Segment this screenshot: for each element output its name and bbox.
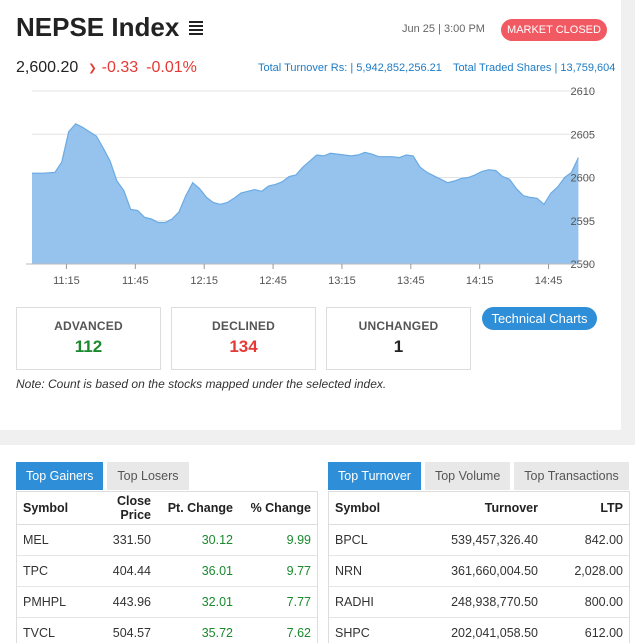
table-row[interactable]: PMHPL 443.96 32.01 7.77 <box>17 586 317 618</box>
advanced-box: ADVANCED 112 <box>16 307 161 370</box>
table-cell: 248,938,770.50 <box>399 586 544 618</box>
table-cell: 7.62 <box>239 617 317 643</box>
table-cell: 612.00 <box>544 617 629 643</box>
table-row[interactable]: TPC 404.44 36.01 9.77 <box>17 555 317 587</box>
percent-change: -0.01% <box>146 59 197 76</box>
table-cell: 202,041,058.50 <box>399 617 544 643</box>
table-cell[interactable]: MEL <box>17 524 79 556</box>
col-close-price[interactable]: Close Price <box>79 492 157 525</box>
index-summary-card: NEPSE Index Jun 25 | 3:00 PM MARKET CLOS… <box>0 0 621 430</box>
col-pt-change[interactable]: Pt. Change <box>157 492 239 525</box>
y-tick-label: 2590 <box>571 259 595 271</box>
table-cell: 2,028.00 <box>544 555 629 587</box>
table-cell: 443.96 <box>79 586 157 618</box>
table-cell[interactable]: BPCL <box>329 524 399 556</box>
declined-box: DECLINED 134 <box>171 307 316 370</box>
table-header-row: Symbol Close Price Pt. Change % Change <box>17 492 317 525</box>
gainers-table-wrap: Symbol Close Price Pt. Change % Change M… <box>16 491 318 643</box>
col-ltp[interactable]: LTP <box>544 492 629 525</box>
tab-top-gainers[interactable]: Top Gainers <box>16 462 104 490</box>
declined-count: 134 <box>229 337 258 356</box>
tab-top-transactions[interactable]: Top Transactions <box>514 462 629 490</box>
table-cell: 404.44 <box>79 555 157 587</box>
y-tick-label: 2610 <box>571 86 595 98</box>
y-tick-label: 2605 <box>571 129 595 141</box>
page-title: NEPSE Index <box>16 12 204 43</box>
table-cell[interactable]: TPC <box>17 555 79 587</box>
table-cell: 9.99 <box>239 524 317 556</box>
chevron-down-icon: ❯ <box>88 62 97 74</box>
technical-charts-button[interactable]: Technical Charts <box>482 307 597 330</box>
table-cell[interactable]: PMHPL <box>17 586 79 618</box>
x-tick-label: 13:15 <box>328 275 356 287</box>
y-tick-label: 2595 <box>571 216 595 228</box>
index-value: 2,600.20 <box>16 59 79 76</box>
table-row[interactable]: NRN 361,660,004.50 2,028.00 <box>329 555 629 587</box>
x-tick-label: 14:15 <box>466 275 494 287</box>
point-change: -0.33 <box>101 59 139 76</box>
x-tick-label: 12:15 <box>190 275 218 287</box>
table-cell: 32.01 <box>157 586 239 618</box>
col-turnover[interactable]: Turnover <box>399 492 544 525</box>
advanced-label: ADVANCED <box>54 319 123 333</box>
table-cell[interactable]: NRN <box>329 555 399 587</box>
unchanged-box: UNCHANGED 1 <box>326 307 471 370</box>
table-row[interactable]: RADHI 248,938,770.50 800.00 <box>329 586 629 618</box>
tab-top-losers[interactable]: Top Losers <box>107 462 189 490</box>
index-title: NEPSE Index <box>16 12 180 42</box>
series-line <box>32 123 579 224</box>
total-traded-shares: Total Traded Shares | 13,759,604 <box>452 62 616 74</box>
gainers-tabs: Top Gainers Top Losers <box>16 462 193 490</box>
table-cell: 539,457,326.40 <box>399 524 544 556</box>
col-pct-change[interactable]: % Change <box>239 492 317 525</box>
tab-top-volume[interactable]: Top Volume <box>424 462 511 490</box>
x-tick-label: 12:45 <box>259 275 287 287</box>
x-tick-label: 11:45 <box>122 275 149 287</box>
x-tick-label: 11:15 <box>53 275 80 287</box>
table-cell: 800.00 <box>544 586 629 618</box>
table-cell[interactable]: RADHI <box>329 586 399 618</box>
table-row[interactable]: BPCL 539,457,326.40 842.00 <box>329 524 629 556</box>
table-cell: 30.12 <box>157 524 239 556</box>
declined-label: DECLINED <box>212 319 275 333</box>
unchanged-count: 1 <box>393 337 404 356</box>
table-cell: 35.72 <box>157 617 239 643</box>
index-note: Note: Count is based on the stocks mappe… <box>16 377 387 391</box>
table-cell: 331.50 <box>79 524 157 556</box>
table-row[interactable]: TVCL 504.57 35.72 7.62 <box>17 617 317 643</box>
table-cell: 36.01 <box>157 555 239 587</box>
market-status-badge: MARKET CLOSED <box>501 19 607 41</box>
advanced-count: 112 <box>74 337 103 356</box>
table-cell[interactable]: TVCL <box>17 617 79 643</box>
gainers-table: Symbol Close Price Pt. Change % Change M… <box>17 492 317 643</box>
table-cell: 842.00 <box>544 524 629 556</box>
price-row: 2,600.20 ❯ -0.33 -0.01% <box>16 59 197 77</box>
table-row[interactable]: SHPC 202,041,058.50 612.00 <box>329 617 629 643</box>
market-datetime: Jun 25 | 3:00 PM <box>402 23 485 35</box>
table-cell: 7.77 <box>239 586 317 618</box>
table-header-row: Symbol Turnover LTP <box>329 492 629 525</box>
table-cell: 9.77 <box>239 555 317 587</box>
turnover-tabs: Top Turnover Top Volume Top Transactions <box>328 462 633 490</box>
series-area[interactable] <box>32 123 579 265</box>
turnover-table-wrap: Symbol Turnover LTP BPCL 539,457,326.40 84… <box>328 491 630 643</box>
list-menu-icon[interactable] <box>189 19 204 37</box>
tab-top-turnover[interactable]: Top Turnover <box>328 462 421 490</box>
market-tables-card: Top Gainers Top Losers Symbol Close Pric… <box>0 445 635 643</box>
table-row[interactable]: MEL 331.50 30.12 9.99 <box>17 524 317 556</box>
table-cell: 361,660,004.50 <box>399 555 544 587</box>
table-cell[interactable]: SHPC <box>329 617 399 643</box>
index-area-chart[interactable]: 2610 2605 2600 2595 2590 11:15 11:45 12:15 12:45… <box>0 84 621 300</box>
unchanged-label: UNCHANGED <box>358 319 439 333</box>
x-tick-label: 13:45 <box>397 275 425 287</box>
col-symbol[interactable]: Symbol <box>17 492 79 525</box>
total-turnover: Total Turnover Rs: | 5,942,852,256.21 <box>258 62 442 74</box>
turnover-table: Symbol Turnover LTP BPCL 539,457,326.40 84… <box>329 492 629 643</box>
col-symbol[interactable]: Symbol <box>329 492 399 525</box>
turnover-info: Total Turnover Rs: | 5,942,852,256.21 To… <box>258 62 615 74</box>
x-tick-label: 14:45 <box>535 275 563 287</box>
y-tick-label: 2600 <box>571 173 595 185</box>
table-cell: 504.57 <box>79 617 157 643</box>
